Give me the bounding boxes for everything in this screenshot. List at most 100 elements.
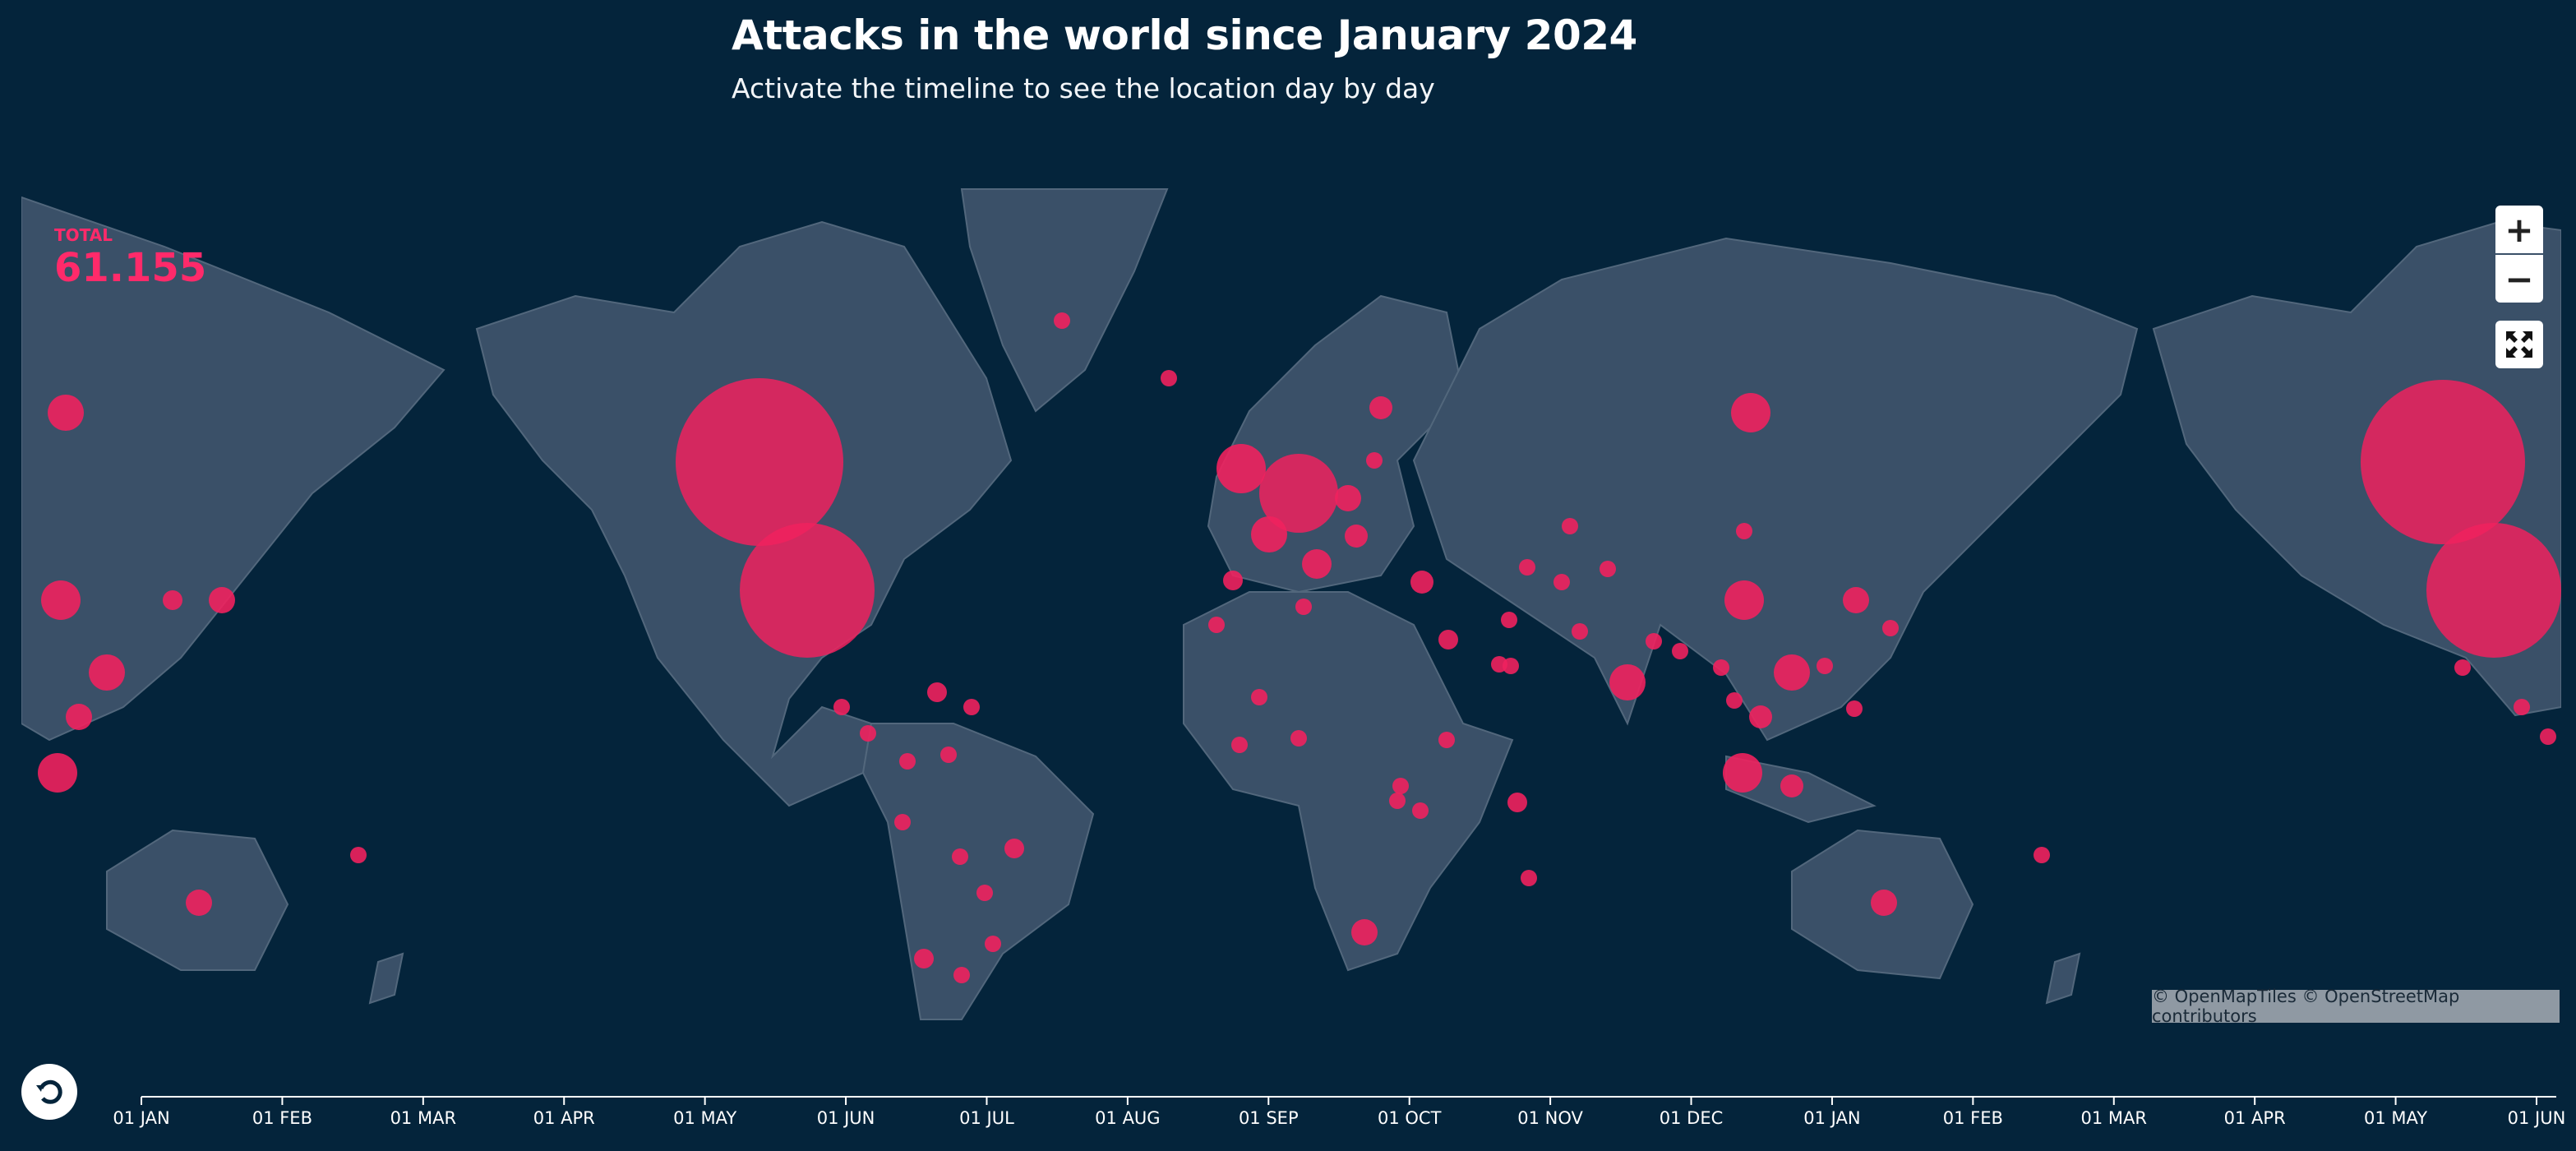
timeline-tick-label: 01 MAR	[2080, 1108, 2147, 1128]
attack-bubble[interactable]	[1843, 587, 1869, 613]
timeline-tick-label: 01 APR	[2223, 1108, 2286, 1128]
attack-bubble[interactable]	[1410, 571, 1433, 594]
attack-bubble[interactable]	[1501, 612, 1517, 628]
attack-bubble[interactable]	[1259, 454, 1338, 533]
reset-icon	[36, 1079, 62, 1104]
attack-bubble[interactable]	[1392, 778, 1409, 794]
attack-bubble[interactable]	[66, 704, 92, 730]
zoom-in[interactable]: +	[2495, 206, 2543, 253]
attack-bubble[interactable]	[1302, 549, 1332, 579]
timeline-tick-label: 01 MAY	[2364, 1108, 2428, 1128]
attack-bubble[interactable]	[1749, 705, 1772, 728]
timeline-ticks	[141, 1097, 2537, 1105]
fullscreen-icon	[2506, 331, 2532, 358]
attack-bubble[interactable]	[1723, 753, 1762, 793]
reset-button[interactable]	[21, 1064, 77, 1120]
attack-bubble[interactable]	[1216, 444, 1266, 493]
attack-bubble[interactable]	[1507, 793, 1527, 812]
attack-bubble[interactable]	[209, 587, 235, 613]
attack-bubble[interactable]	[1004, 839, 1024, 858]
attack-bubble[interactable]	[1572, 623, 1588, 640]
attack-bubble[interactable]	[2540, 728, 2556, 745]
attack-bubble[interactable]	[1438, 630, 1458, 649]
attack-bubble[interactable]	[1846, 700, 1863, 717]
attack-bubble[interactable]	[1609, 664, 1646, 700]
attack-bubble[interactable]	[1553, 574, 1570, 590]
attack-bubble[interactable]	[1251, 689, 1267, 705]
timeline-tick-label: 01 AUG	[1095, 1108, 1161, 1128]
attack-bubble[interactable]	[952, 848, 968, 865]
title: Attacks in the world since January 2024	[732, 12, 1637, 59]
attack-bubble[interactable]	[940, 747, 957, 763]
attack-bubble[interactable]	[1726, 692, 1743, 709]
attack-bubble[interactable]	[2426, 523, 2561, 658]
attack-bubble[interactable]	[2361, 380, 2525, 544]
attack-bubble[interactable]	[1231, 737, 1248, 753]
attack-bubble[interactable]	[899, 753, 916, 770]
attack-bubble[interactable]	[41, 580, 81, 620]
attack-bubble[interactable]	[1290, 730, 1307, 747]
attack-bubble[interactable]	[1521, 870, 1537, 886]
attack-bubble[interactable]	[1251, 516, 1287, 552]
attack-bubble[interactable]	[1054, 312, 1070, 329]
attack-bubble[interactable]	[894, 814, 911, 830]
attack-bubble[interactable]	[976, 885, 993, 901]
attack-bubble[interactable]	[676, 378, 843, 546]
attack-bubble[interactable]	[1295, 599, 1312, 615]
attack-bubble[interactable]	[1223, 571, 1243, 590]
attack-bubble[interactable]	[953, 967, 970, 983]
attack-bubble[interactable]	[927, 682, 947, 702]
attack-bubble[interactable]	[48, 395, 84, 431]
timeline-tick-label: 01 OCT	[1377, 1108, 1442, 1128]
attack-bubble[interactable]	[914, 949, 934, 968]
attack-bubble[interactable]	[1871, 890, 1897, 916]
attack-bubble[interactable]	[89, 654, 125, 691]
attack-bubble[interactable]	[833, 699, 850, 715]
attack-bubble[interactable]	[186, 890, 212, 916]
attack-bubble[interactable]	[1161, 370, 1177, 386]
timeline-tick-label: 01 JUL	[959, 1108, 1014, 1128]
attack-bubble[interactable]	[1208, 617, 1225, 633]
timeline-tick-label: 01 JUN	[816, 1108, 875, 1128]
counter-value: 61.155	[54, 245, 207, 291]
attack-bubble[interactable]	[38, 753, 77, 793]
timeline-tick-label: 01 MAY	[673, 1108, 737, 1128]
timeline-tick-label: 01 DEC	[1659, 1108, 1724, 1128]
attack-bubble[interactable]	[2454, 659, 2471, 676]
attack-bubble[interactable]	[1780, 774, 1803, 797]
attack-bubble[interactable]	[163, 590, 182, 610]
timeline-tick-label: 01 MAR	[390, 1108, 457, 1128]
attack-bubble[interactable]	[740, 523, 875, 658]
attack-bubble[interactable]	[1724, 580, 1764, 620]
attack-bubble[interactable]	[1369, 396, 1392, 419]
attack-bubble[interactable]	[1731, 393, 1770, 432]
attack-bubble[interactable]	[1519, 559, 1535, 576]
attack-bubble[interactable]	[1713, 659, 1729, 676]
attack-bubble[interactable]	[2034, 847, 2050, 863]
attack-bubble[interactable]	[985, 936, 1001, 952]
attack-bubble[interactable]	[963, 699, 980, 715]
attack-bubble[interactable]	[1412, 802, 1429, 819]
attack-bubble[interactable]	[860, 725, 876, 742]
attack-bubble[interactable]	[1774, 654, 1810, 691]
attack-bubble[interactable]	[1600, 561, 1616, 577]
attack-bubble[interactable]	[350, 847, 367, 863]
attack-bubble[interactable]	[1335, 485, 1361, 511]
attack-bubble[interactable]	[1817, 658, 1833, 674]
attack-bubble[interactable]	[1345, 525, 1368, 548]
attack-bubble[interactable]	[1562, 518, 1578, 534]
attack-bubble[interactable]	[1882, 620, 1899, 636]
attack-bubble[interactable]	[1491, 656, 1507, 673]
counter-label: TOTAL	[54, 225, 113, 245]
zoom-out[interactable]: −	[2495, 255, 2543, 303]
attack-bubble[interactable]	[1736, 523, 1752, 539]
attack-bubble[interactable]	[2514, 699, 2530, 715]
attack-bubble[interactable]	[1351, 919, 1378, 945]
fullscreen[interactable]	[2495, 321, 2543, 368]
attack-bubble[interactable]	[1646, 633, 1662, 649]
attack-bubble[interactable]	[1438, 732, 1455, 748]
attack-bubble[interactable]	[1366, 452, 1383, 469]
attack-bubble[interactable]	[1672, 643, 1688, 659]
attack-bubble[interactable]	[1389, 793, 1406, 809]
